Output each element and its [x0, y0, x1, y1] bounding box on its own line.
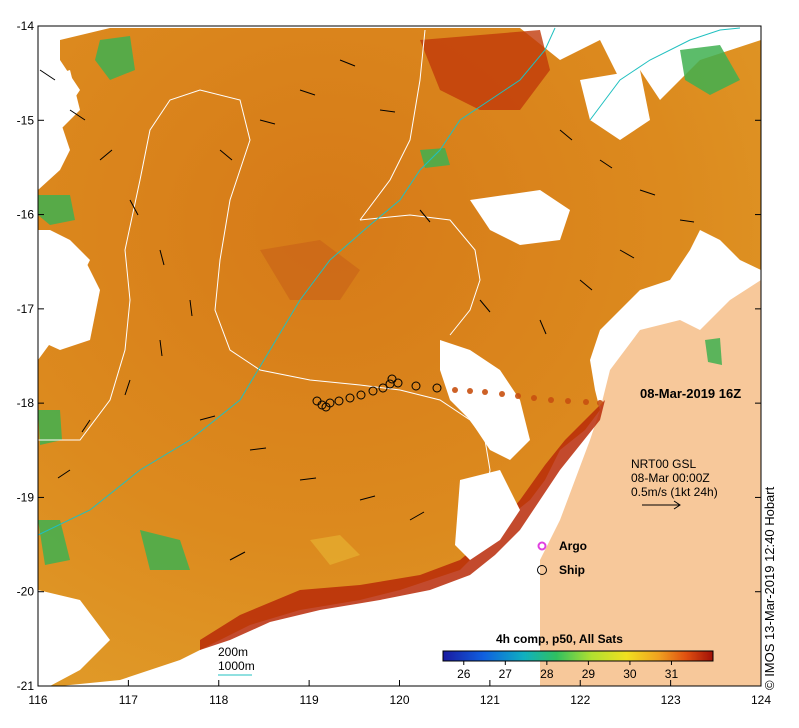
cloud-patch: [440, 340, 530, 460]
contour-200m-label: 200m: [218, 645, 248, 659]
land-mass: [540, 280, 761, 686]
current-info-line1: NRT00 GSL: [631, 457, 696, 471]
colorbar-tick-label: 27: [499, 667, 513, 681]
lon-tick-label: 119: [300, 693, 319, 707]
current-vectors: [39, 59, 695, 561]
lon-tick-label: 120: [389, 693, 409, 707]
contour-200m: [38, 89, 491, 501]
colorbar: [442, 650, 714, 662]
lat-tick-label: -21: [17, 679, 35, 693]
lat-tick-label: -18: [17, 396, 35, 410]
lat-tick-label: -19: [17, 490, 35, 504]
colorbar-tick-label: 31: [665, 667, 679, 681]
lon-tick-label: 117: [119, 693, 138, 707]
credit-label: © IMOS 13-Mar-2019 12:40 Hobart: [762, 486, 777, 690]
timestamp-label: 08-Mar-2019 16Z: [640, 386, 741, 401]
lat-tick-label: -15: [17, 113, 35, 127]
colorbar-tick-label: 28: [540, 667, 554, 681]
lon-tick-label: 122: [570, 693, 590, 707]
ship-marker-icon: [537, 565, 547, 575]
lon-tick-label: 123: [661, 693, 681, 707]
lon-tick-label: 116: [28, 693, 47, 707]
current-info-line2: 08-Mar 00:00Z: [631, 471, 710, 485]
contour-1000m: [37, 27, 556, 536]
lon-tick-label: 118: [209, 693, 228, 707]
current-info-line3: 0.5m/s (1kt 24h): [631, 485, 718, 499]
contour-1000m-label: 1000m: [218, 659, 255, 673]
ship-track: [312, 374, 442, 412]
lat-tick-label: -17: [17, 302, 35, 316]
ship-label: Ship: [559, 563, 585, 577]
lat-tick-label: -16: [17, 208, 35, 222]
lon-tick-label: 124: [751, 693, 771, 707]
sst-field: [38, 28, 761, 686]
colorbar-title: 4h comp, p50, All Sats: [496, 632, 623, 646]
lon-tick-label: 121: [480, 693, 500, 707]
argo-label: Argo: [559, 539, 587, 553]
lat-tick-label: -14: [17, 19, 35, 33]
argo-marker-icon: [537, 541, 547, 551]
lat-tick-label: -20: [17, 585, 35, 599]
colorbar-tick-label: 30: [623, 667, 637, 681]
colorbar-tick-label: 29: [582, 667, 596, 681]
scale-arrow-icon: [642, 500, 681, 510]
sst-hot-band: [200, 400, 605, 650]
colorbar-tick-label: 26: [457, 667, 471, 681]
